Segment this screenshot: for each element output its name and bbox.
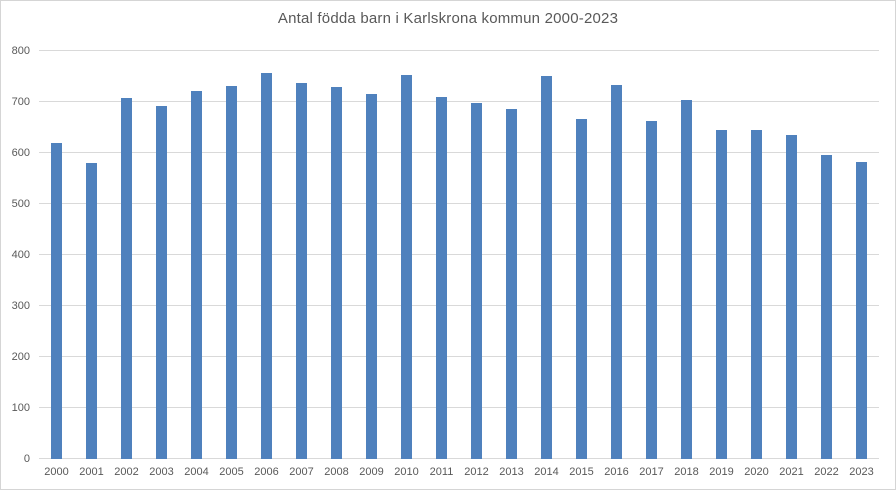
gridline-0 xyxy=(39,458,879,459)
x-axis-label-2021: 2021 xyxy=(779,466,804,478)
bar-2022 xyxy=(821,155,832,459)
x-axis-label-2016: 2016 xyxy=(604,466,629,478)
bar-2010 xyxy=(401,75,412,459)
x-axis-label-2017: 2017 xyxy=(639,466,664,478)
bar-2006 xyxy=(261,72,272,459)
x-axis-label-2000: 2000 xyxy=(44,466,69,478)
x-axis-label-2012: 2012 xyxy=(464,466,489,478)
x-axis-label-2018: 2018 xyxy=(674,466,699,478)
x-axis-label-2001: 2001 xyxy=(79,466,104,478)
x-axis-label-2006: 2006 xyxy=(254,466,279,478)
bar-2004 xyxy=(191,90,202,459)
x-axis-label-2011: 2011 xyxy=(429,466,454,478)
bar-2005 xyxy=(226,86,237,459)
gridline-200 xyxy=(39,356,879,357)
x-axis-label-2009: 2009 xyxy=(359,466,384,478)
gridline-600 xyxy=(39,152,879,153)
x-axis-label-2003: 2003 xyxy=(149,466,174,478)
bar-2018 xyxy=(681,99,692,459)
bar-2003 xyxy=(156,106,167,459)
chart-title: Antal födda barn i Karlskrona kommun 200… xyxy=(277,10,619,27)
y-axis-label-700: 700 xyxy=(11,96,30,108)
x-axis-label-2007: 2007 xyxy=(289,466,314,478)
x-axis-label-2010: 2010 xyxy=(394,466,419,478)
bar-2013 xyxy=(506,109,517,459)
bar-2009 xyxy=(366,94,377,459)
y-axis-label-100: 100 xyxy=(11,402,30,414)
gridline-500 xyxy=(39,203,879,204)
gridline-100 xyxy=(39,407,879,408)
x-axis-label-2014: 2014 xyxy=(534,466,559,478)
bar-2008 xyxy=(331,87,342,459)
y-axis-label-400: 400 xyxy=(11,249,30,261)
bar-2012 xyxy=(471,103,482,459)
x-axis-label-2005: 2005 xyxy=(219,466,244,478)
x-axis-label-2022: 2022 xyxy=(814,466,839,478)
bar-2014 xyxy=(541,76,552,459)
y-axis-label-600: 600 xyxy=(11,147,30,159)
bar-2001 xyxy=(86,162,97,459)
y-axis-label-800: 800 xyxy=(11,45,30,57)
x-axis-label-2008: 2008 xyxy=(324,466,349,478)
bar-2002 xyxy=(121,98,132,459)
bar-2019 xyxy=(716,129,727,459)
plot-area: 800 700 600 500 400 300 200 100 0 2000 2001 2002 20… xyxy=(12,45,879,478)
gridline-800 xyxy=(39,50,879,51)
x-axis-label-2002: 2002 xyxy=(114,466,139,478)
y-axis-label-300: 300 xyxy=(11,300,30,312)
x-axis-label-2023: 2023 xyxy=(849,466,874,478)
y-axis-label-200: 200 xyxy=(11,351,30,363)
x-axis-label-2013: 2013 xyxy=(499,466,524,478)
bar-2011 xyxy=(436,97,447,459)
gridline-400 xyxy=(39,254,879,255)
x-axis-label-2015: 2015 xyxy=(569,466,594,478)
y-axis-label-500: 500 xyxy=(11,198,30,210)
bar-2000 xyxy=(51,142,62,459)
y-axis-label-0: 0 xyxy=(23,453,30,465)
bar-2015 xyxy=(576,118,587,459)
bar-2016 xyxy=(611,84,622,459)
gridline-700 xyxy=(39,101,879,102)
bar-2020 xyxy=(751,130,762,459)
bar-2017 xyxy=(646,120,657,459)
bar-2023 xyxy=(856,161,867,459)
x-axis-label-2020: 2020 xyxy=(744,466,769,478)
bar-2007 xyxy=(296,83,307,459)
x-axis-label-2019: 2019 xyxy=(709,466,734,478)
bar-2021 xyxy=(786,134,797,459)
gridline-300 xyxy=(39,305,879,306)
x-axis-label-2004: 2004 xyxy=(184,466,209,478)
